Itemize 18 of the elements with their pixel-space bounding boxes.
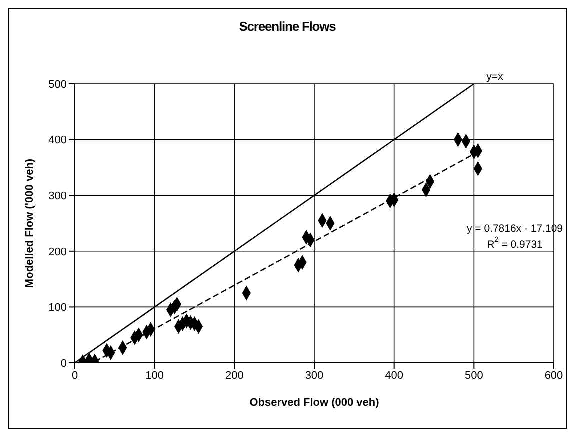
x-tick-label: 500: [464, 370, 484, 382]
x-tick-label: 300: [305, 370, 324, 382]
x-tick-label: 100: [146, 370, 164, 382]
y-tick-label: 0: [60, 358, 67, 370]
x-tick-label: 600: [544, 370, 564, 382]
x-tick-label: 400: [385, 370, 404, 382]
x-tick-label: 200: [225, 370, 244, 382]
y-tick-label: 500: [48, 78, 67, 91]
x-axis-title: Observed Flow (000 veh): [250, 397, 380, 409]
annotation: R$^{2}$ = 0.9731: [487, 235, 544, 251]
y-axis-title: Modelled Flow ('000 veh): [24, 158, 36, 288]
y-tick-label: 400: [48, 134, 67, 147]
text: y=x: [486, 70, 504, 83]
y-tick-label: 100: [48, 302, 67, 314]
chart-title: Screenline Flows: [238, 19, 337, 34]
y-tick-label: 300: [48, 190, 67, 203]
y-tick-label: 200: [48, 246, 67, 258]
x-tick-label: 0: [72, 370, 78, 382]
